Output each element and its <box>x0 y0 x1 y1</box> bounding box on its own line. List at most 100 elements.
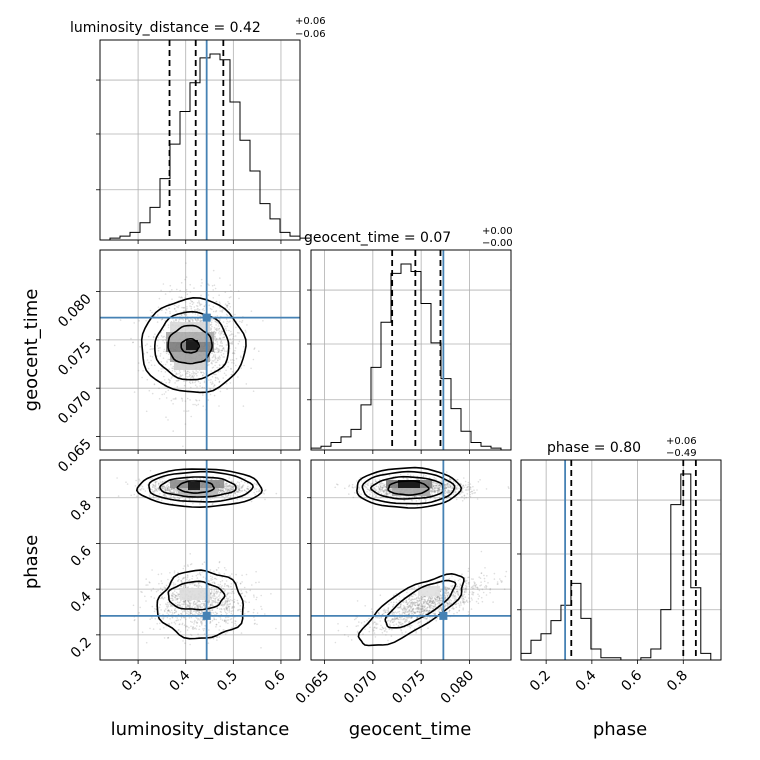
geocent-time-vs-luminosity-distance-sample <box>176 385 179 388</box>
phase-vs-geocent-time-sample <box>440 480 443 483</box>
geocent-time-vs-luminosity-distance-sample <box>198 300 200 302</box>
geocent-time-vs-luminosity-distance-sample <box>221 349 224 352</box>
phase-vs-geocent-time-sample <box>448 489 451 492</box>
geocent-time-vs-luminosity-distance-sample <box>226 304 229 307</box>
geocent-time-vs-luminosity-distance-sample <box>169 379 171 382</box>
phase-vs-luminosity-distance-sample <box>171 604 173 606</box>
phase-vs-luminosity-distance-sample <box>209 603 212 606</box>
phase-vs-luminosity-distance-sample <box>195 602 197 604</box>
geocent-time-vs-luminosity-distance-sample <box>194 309 196 312</box>
phase-vs-luminosity-distance-sample <box>177 629 179 631</box>
phase-vs-luminosity-distance-sample <box>161 481 164 483</box>
geocent-time-vs-luminosity-distance-sample <box>243 345 245 348</box>
geocent-time-vs-luminosity-distance-sample <box>202 374 204 376</box>
phase-vs-luminosity-distance-content <box>116 468 278 649</box>
geocent-time-vs-luminosity-distance-density-0-0 <box>170 322 210 332</box>
phase-vs-luminosity-distance-sample <box>168 490 171 492</box>
phase-vs-luminosity-distance-sample <box>246 488 249 490</box>
phase-vs-luminosity-distance-sample <box>229 618 232 621</box>
phase-vs-geocent-time-sample <box>443 487 446 490</box>
phase-vs-geocent-time-sample <box>387 493 389 495</box>
phase-vs-geocent-time-sample <box>469 486 472 488</box>
geocent-time-vs-luminosity-distance-sample <box>179 289 181 292</box>
phase-vs-luminosity-distance-sample <box>176 603 179 606</box>
geocent-time-vs-luminosity-distance-sample <box>232 335 235 338</box>
phase-vs-luminosity-distance-sample <box>215 601 218 604</box>
phase-vs-luminosity-distance-sample <box>218 599 220 602</box>
phase-vs-geocent-time-sample <box>448 491 451 494</box>
phase-vs-luminosity-distance-sample <box>169 605 172 608</box>
phase-vs-luminosity-distance-sample <box>227 489 230 491</box>
phase-vs-luminosity-distance-sample <box>187 604 189 606</box>
geocent-time-vs-luminosity-distance-sample <box>216 329 218 331</box>
phase-vs-luminosity-distance-sample <box>183 616 186 619</box>
phase-vs-luminosity-distance-sample <box>160 596 163 599</box>
phase-vs-luminosity-distance-sample <box>243 481 246 484</box>
phase-vs-luminosity-distance-sample <box>204 600 207 603</box>
geocent-time-vs-luminosity-distance-sample <box>234 335 237 337</box>
geocent-time-vs-luminosity-distance-sample <box>240 356 242 359</box>
phase-vs-luminosity-distance-sample <box>188 626 190 629</box>
phase-vs-luminosity-distance-sample <box>221 489 223 492</box>
phase-vs-luminosity-distance-sample <box>226 607 228 610</box>
geocent-time-vs-luminosity-distance-sample <box>208 284 210 287</box>
phase-vs-geocent-time-sample <box>380 497 382 499</box>
phase-vs-luminosity-distance-sample <box>229 496 232 499</box>
phase-vs-luminosity-distance-sample <box>211 581 214 584</box>
phase-vs-luminosity-distance-sample <box>253 594 255 596</box>
phase-vs-luminosity-distance-sample <box>175 488 178 491</box>
phase-vs-luminosity-distance-sample <box>175 594 177 597</box>
phase-vs-luminosity-distance-sample <box>155 489 157 492</box>
phase-vs-luminosity-distance-sample <box>199 601 201 603</box>
phase-vs-luminosity-distance-sample <box>168 610 170 612</box>
geocent-time-vs-luminosity-distance-sample <box>195 370 197 372</box>
phase-vs-luminosity-distance-sample <box>161 589 164 591</box>
geocent-time-vs-luminosity-distance-sample <box>181 398 183 400</box>
phase-vs-luminosity-distance-sample <box>232 590 234 593</box>
phase-vs-luminosity-distance-sample <box>185 625 188 627</box>
geocent-time-vs-luminosity-distance-sample <box>160 319 163 321</box>
phase-vs-luminosity-distance-sample <box>162 485 164 488</box>
phase-vs-luminosity-distance-sample <box>219 610 222 613</box>
geocent-time-vs-luminosity-distance-sample <box>210 321 213 324</box>
phase-vs-luminosity-distance-sample <box>255 483 257 486</box>
phase-vs-luminosity-distance-sample <box>218 585 221 587</box>
phase-vs-luminosity-distance-sample <box>225 606 227 609</box>
phase-vs-geocent-time-sample <box>380 483 382 485</box>
geocent-time-vs-luminosity-distance-sample <box>150 364 153 367</box>
geocent-time-vs-luminosity-distance-sample <box>210 361 213 364</box>
phase-vs-luminosity-distance-sample <box>217 598 219 600</box>
phase-vs-luminosity-distance-sample <box>213 570 215 573</box>
phase-vs-luminosity-distance-sample <box>174 609 176 611</box>
phase-vs-luminosity-distance-sample <box>199 574 202 576</box>
phase-vs-geocent-time-sample <box>448 486 450 489</box>
geocent-time-vs-luminosity-distance-sample <box>167 419 169 421</box>
phase-vs-luminosity-distance-sample <box>226 631 228 634</box>
geocent-time-vs-luminosity-distance-sample <box>158 397 161 400</box>
phase-vs-luminosity-distance-sample <box>204 604 207 606</box>
phase-vs-luminosity-distance-sample <box>225 608 228 610</box>
phase-vs-luminosity-distance-sample <box>171 597 173 600</box>
phase-vs-luminosity-distance-sample <box>175 611 177 613</box>
phase-vs-luminosity-distance-sample <box>241 581 243 583</box>
geocent-time-vs-luminosity-distance-sample <box>197 314 199 316</box>
geocent-time-vs-luminosity-distance-sample <box>220 330 223 332</box>
phase-vs-luminosity-distance-sample <box>261 608 263 610</box>
phase-vs-geocent-time-sample <box>430 492 433 494</box>
phase-vs-luminosity-distance-sample <box>171 594 173 596</box>
geocent-time-vs-luminosity-distance-sample <box>197 380 200 383</box>
geocent-time-vs-luminosity-distance-sample <box>184 297 186 299</box>
phase-vs-luminosity-distance-sample <box>235 620 237 623</box>
phase-vs-luminosity-distance-sample <box>243 489 246 492</box>
phase-vs-luminosity-distance-sample <box>157 487 159 490</box>
phase-vs-luminosity-distance-sample <box>154 485 157 488</box>
phase-vs-geocent-time-sample <box>402 477 405 479</box>
geocent-time-vs-luminosity-distance-sample <box>164 350 167 353</box>
phase-vs-luminosity-distance-sample <box>201 563 204 565</box>
phase-vs-geocent-time-sample <box>434 486 437 489</box>
phase-vs-luminosity-distance-sample <box>203 619 205 622</box>
phase-vs-luminosity-distance-sample <box>168 482 170 484</box>
phase-vs-luminosity-distance-sample <box>170 494 172 497</box>
geocent-time-vs-luminosity-distance-sample <box>207 294 210 296</box>
geocent-time-vs-luminosity-distance-sample <box>164 371 167 373</box>
